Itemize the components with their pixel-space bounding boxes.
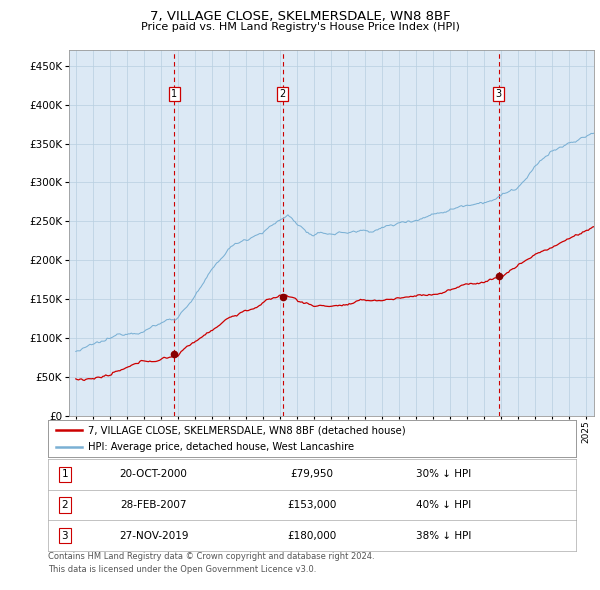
Text: 30% ↓ HPI: 30% ↓ HPI bbox=[416, 470, 472, 479]
Text: 38% ↓ HPI: 38% ↓ HPI bbox=[416, 531, 472, 540]
Text: 27-NOV-2019: 27-NOV-2019 bbox=[119, 531, 188, 540]
Text: This data is licensed under the Open Government Licence v3.0.: This data is licensed under the Open Gov… bbox=[48, 565, 316, 574]
Text: 1: 1 bbox=[62, 470, 68, 479]
Text: 2: 2 bbox=[62, 500, 68, 510]
Text: £180,000: £180,000 bbox=[287, 531, 337, 540]
Text: 28-FEB-2007: 28-FEB-2007 bbox=[121, 500, 187, 510]
Text: Contains HM Land Registry data © Crown copyright and database right 2024.: Contains HM Land Registry data © Crown c… bbox=[48, 552, 374, 561]
Text: £153,000: £153,000 bbox=[287, 500, 337, 510]
Text: 3: 3 bbox=[62, 531, 68, 540]
Text: £79,950: £79,950 bbox=[290, 470, 334, 479]
Text: 7, VILLAGE CLOSE, SKELMERSDALE, WN8 8BF (detached house): 7, VILLAGE CLOSE, SKELMERSDALE, WN8 8BF … bbox=[88, 425, 405, 435]
Text: HPI: Average price, detached house, West Lancashire: HPI: Average price, detached house, West… bbox=[88, 442, 354, 452]
Text: 3: 3 bbox=[496, 89, 502, 99]
Text: 1: 1 bbox=[171, 89, 178, 99]
Text: 7, VILLAGE CLOSE, SKELMERSDALE, WN8 8BF: 7, VILLAGE CLOSE, SKELMERSDALE, WN8 8BF bbox=[149, 10, 451, 23]
Text: 2: 2 bbox=[280, 89, 286, 99]
Text: 40% ↓ HPI: 40% ↓ HPI bbox=[416, 500, 472, 510]
Text: 20-OCT-2000: 20-OCT-2000 bbox=[119, 470, 188, 479]
Text: Price paid vs. HM Land Registry's House Price Index (HPI): Price paid vs. HM Land Registry's House … bbox=[140, 22, 460, 32]
